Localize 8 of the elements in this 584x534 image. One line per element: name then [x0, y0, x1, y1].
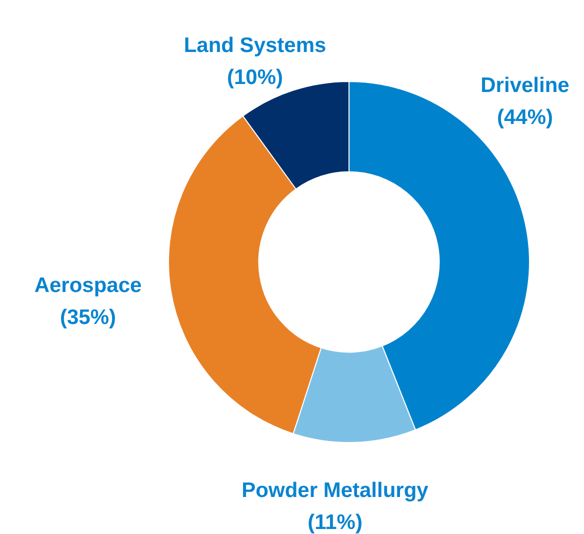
slice-label: Driveline	[480, 74, 570, 97]
data-label: (10%)	[226, 66, 284, 89]
data-label: (11%)	[308, 510, 362, 534]
slice-label: Aerospace	[34, 274, 142, 297]
slice-label: Land Systems	[184, 34, 326, 57]
data-label: (44%)	[496, 106, 554, 129]
slice-label: Powder Metallurgy	[242, 478, 429, 502]
data-label: (35%)	[60, 306, 116, 329]
